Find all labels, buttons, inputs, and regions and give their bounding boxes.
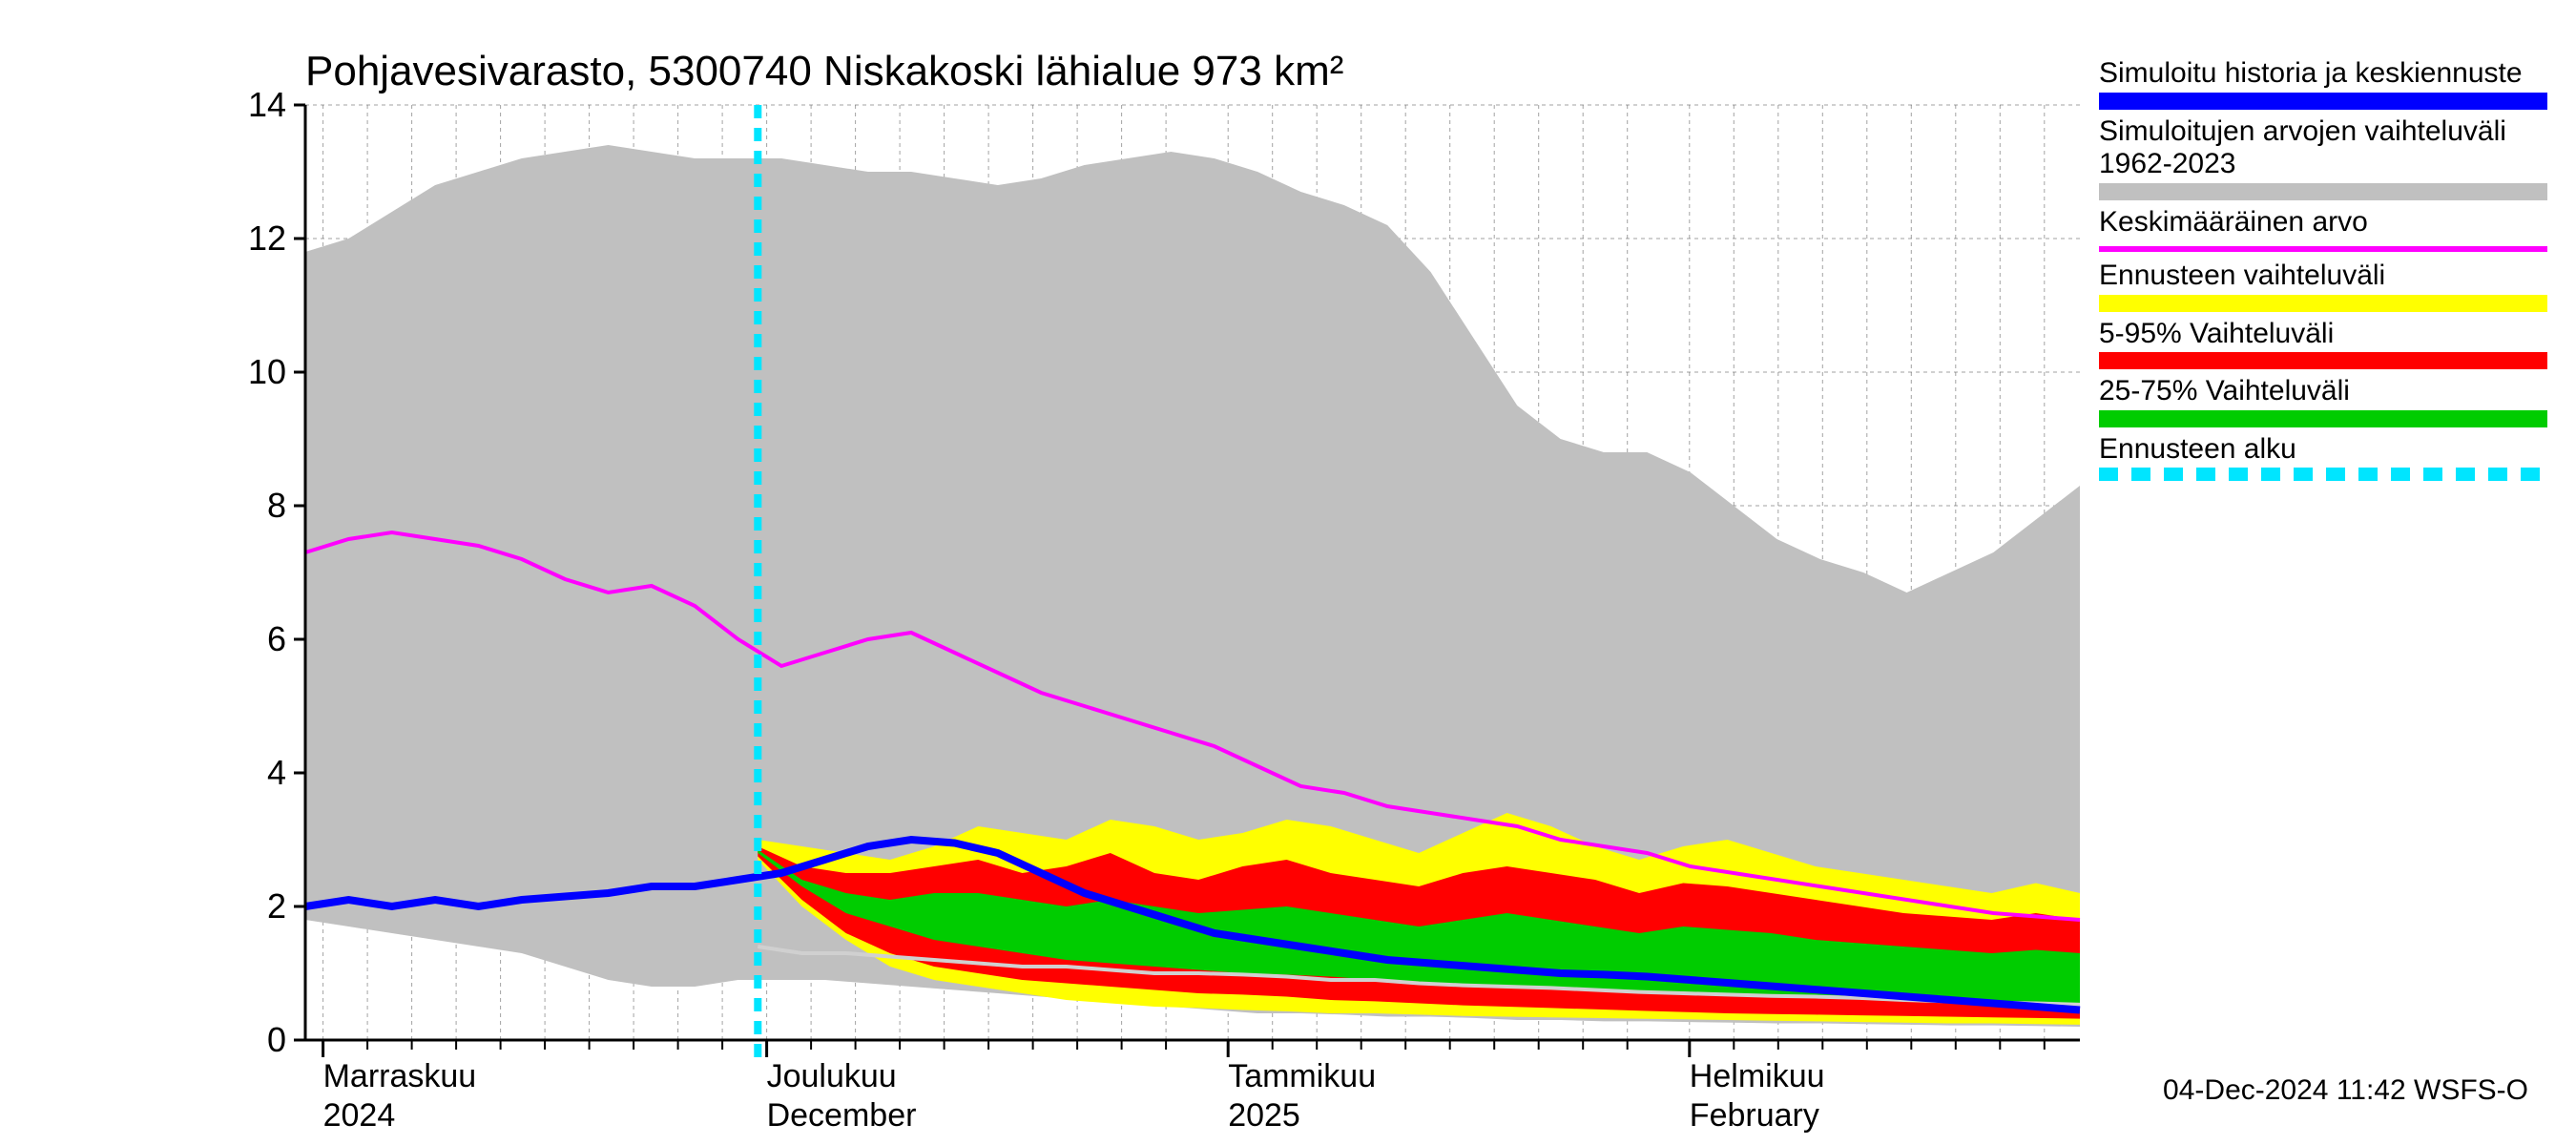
legend-item: Simuloitujen arvojen vaihteluväli 1962-2… [2099,115,2547,200]
legend-item: 5-95% Vaihteluväli [2099,318,2547,370]
legend-swatch [2099,295,2547,312]
legend-text: 5-95% Vaihteluväli [2099,318,2547,351]
timestamp-label: 04-Dec-2024 11:42 WSFS-O [2163,1074,2528,1107]
legend-text: Ennusteen alku [2099,433,2547,467]
plot-svg [305,105,2080,1040]
legend-item: Simuloitu historia ja keskiennuste [2099,57,2547,110]
x-tick-label: Tammikuu2025 [1228,1057,1376,1135]
legend-swatch [2099,93,2547,110]
legend-item: Keskimääräinen arvo [2099,206,2547,253]
x-tick-label: JoulukuuDecember [767,1057,917,1135]
y-tick-label: 4 [210,753,286,793]
legend-swatch [2099,410,2547,427]
y-tick-label: 10 [210,352,286,392]
legend-item: Ennusteen alku [2099,433,2547,482]
legend: Simuloitu historia ja keskiennuste Simulo… [2099,57,2547,487]
y-tick-label: 0 [210,1020,286,1060]
legend-text: 25-75% Vaihteluväli [2099,375,2547,408]
legend-swatch [2099,246,2547,252]
y-tick-label: 8 [210,486,286,526]
legend-item: Ennusteen vaihteluväli [2099,260,2547,312]
legend-swatch [2099,468,2547,481]
legend-text: Ennusteen vaihteluväli [2099,260,2547,293]
plot-area [305,105,2080,1040]
y-tick-label: 12 [210,219,286,259]
y-tick-label: 14 [210,85,286,125]
legend-item: 25-75% Vaihteluväli [2099,375,2547,427]
chart-container: Pohjavesivarasto / Groundwater storage m… [0,0,2576,1145]
x-tick-label: HelmikuuFebruary [1690,1057,1825,1135]
y-tick-label: 2 [210,886,286,926]
y-tick-label: 6 [210,619,286,659]
legend-swatch [2099,183,2547,200]
legend-swatch [2099,352,2547,369]
x-tick-label: Marraskuu2024 [323,1057,477,1135]
legend-text: Simuloitu historia ja keskiennuste [2099,57,2547,91]
chart-title: Pohjavesivarasto, 5300740 Niskakoski läh… [305,48,1343,95]
legend-text: Simuloitujen arvojen vaihteluväli 1962-2… [2099,115,2547,181]
legend-text: Keskimääräinen arvo [2099,206,2547,239]
